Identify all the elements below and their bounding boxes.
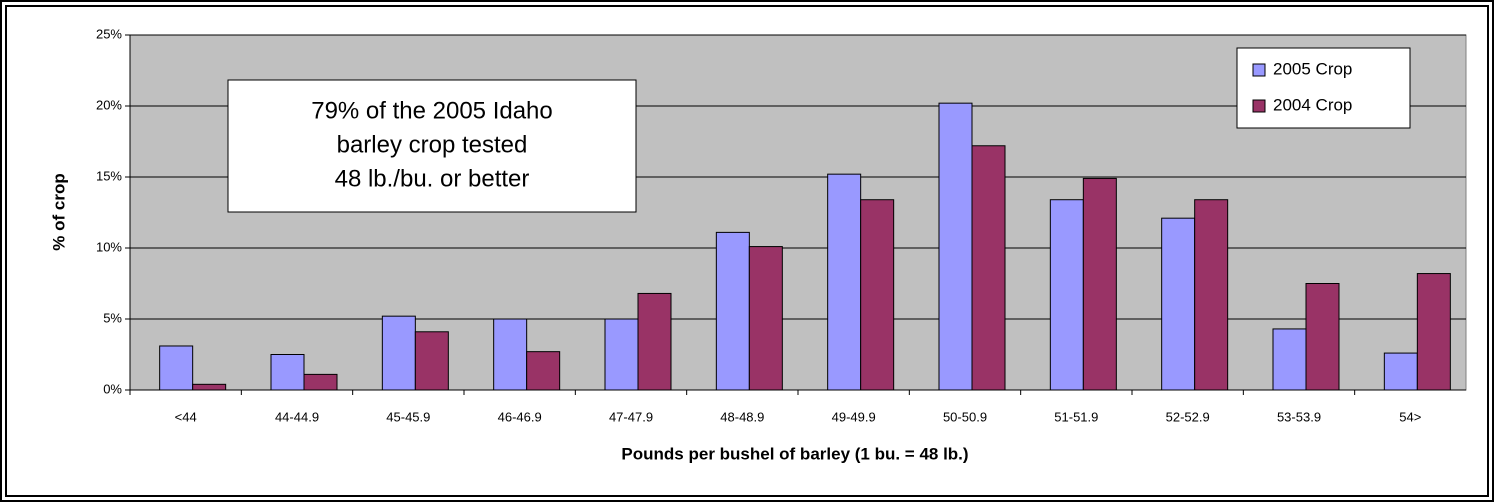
- annotation-text: barley crop tested: [337, 131, 528, 158]
- bar: [604, 318, 639, 391]
- y-tick-label: 0%: [103, 381, 122, 396]
- bar: [381, 315, 416, 391]
- bar: [159, 345, 194, 391]
- bar: [493, 318, 528, 391]
- bar: [938, 102, 973, 391]
- x-tick-label: 45-45.9: [386, 409, 430, 424]
- bar: [1082, 177, 1117, 391]
- annotation-text: 48 lb./bu. or better: [335, 165, 530, 192]
- bar: [860, 199, 895, 391]
- x-tick-label: 54>: [1399, 409, 1421, 424]
- bar: [1305, 283, 1340, 391]
- x-tick-label: 48-48.9: [720, 409, 764, 424]
- inner-frame: [5, 5, 1489, 497]
- bar: [192, 383, 227, 391]
- bar: [1161, 217, 1196, 391]
- bar: [303, 373, 338, 391]
- legend-swatch: [1252, 63, 1266, 77]
- x-tick-label: 49-49.9: [832, 409, 876, 424]
- y-tick-label: 15%: [96, 168, 122, 183]
- y-tick-label: 10%: [96, 239, 122, 254]
- x-tick-label: 53-53.9: [1277, 409, 1321, 424]
- bar: [1272, 328, 1307, 391]
- annotation-box: [227, 79, 637, 213]
- bar: [1194, 199, 1229, 391]
- x-tick-label: 51-51.9: [1054, 409, 1098, 424]
- y-tick-label: 20%: [96, 97, 122, 112]
- bar: [1416, 273, 1451, 391]
- annotation-text: 79% of the 2005 Idaho: [311, 97, 553, 124]
- legend-label: 2005 Crop: [1273, 59, 1352, 78]
- x-tick-label: 50-50.9: [943, 409, 987, 424]
- x-tick-label: 46-46.9: [498, 409, 542, 424]
- legend-box: [1236, 47, 1411, 129]
- bar: [1383, 352, 1418, 391]
- x-tick-label: 47-47.9: [609, 409, 653, 424]
- legend-label: 2004 Crop: [1273, 95, 1352, 114]
- x-tick-label: 52-52.9: [1166, 409, 1210, 424]
- bar: [526, 351, 561, 391]
- bar: [270, 354, 305, 391]
- x-tick-label: <44: [175, 409, 197, 424]
- legend-swatch: [1252, 99, 1266, 113]
- y-tick-label: 25%: [96, 26, 122, 41]
- bar: [748, 246, 783, 391]
- y-axis-title: % of crop: [49, 173, 68, 250]
- y-tick-label: 5%: [103, 310, 122, 325]
- bar: [414, 331, 449, 391]
- bar: [971, 145, 1006, 391]
- bar: [637, 292, 672, 391]
- x-tick-label: 44-44.9: [275, 409, 319, 424]
- bar: [1049, 199, 1084, 391]
- bar: [827, 173, 862, 391]
- bar: [715, 231, 750, 391]
- x-axis-title: Pounds per bushel of barley (1 bu. = 48 …: [621, 444, 968, 463]
